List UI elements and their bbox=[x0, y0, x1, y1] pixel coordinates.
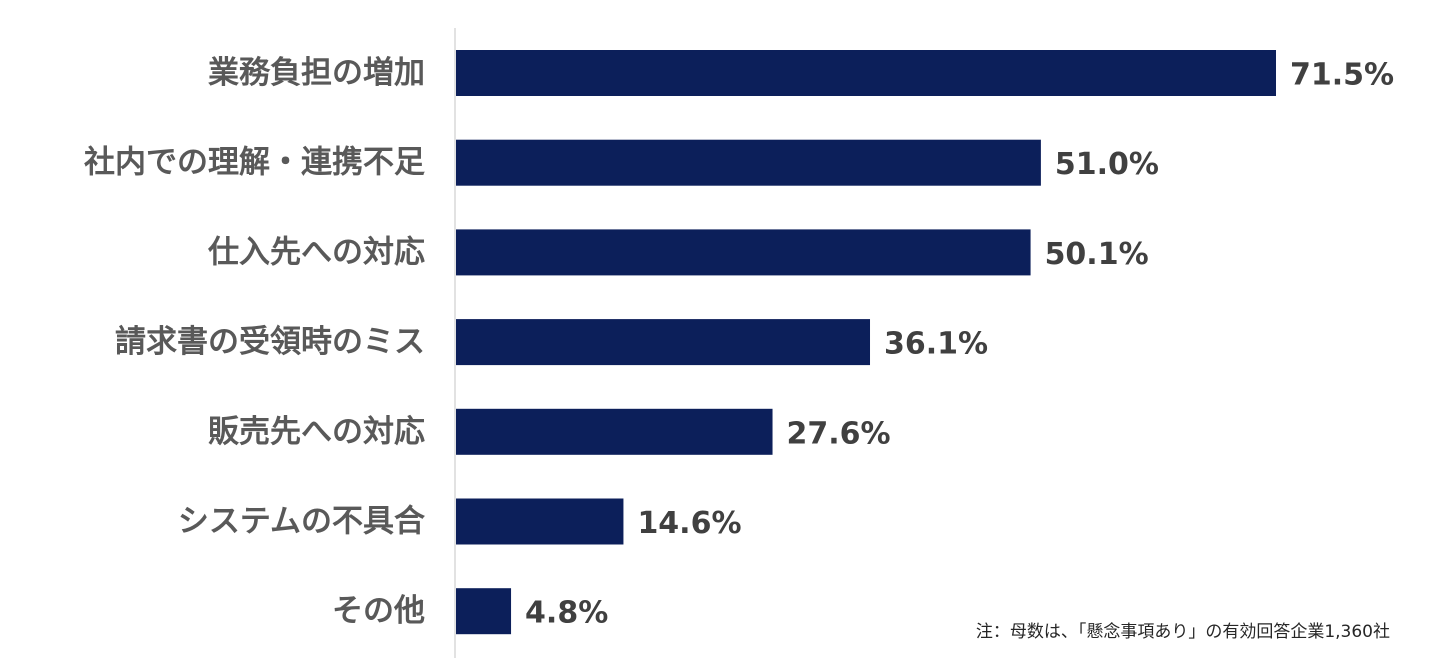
category-label-2: 社内での理解・連携不足 bbox=[84, 145, 425, 181]
bar-7 bbox=[456, 588, 512, 635]
category-label-4: 請求書の受領時のミス bbox=[115, 324, 425, 360]
category-label-7: その他 bbox=[332, 593, 425, 629]
chart-footnote: 注：母数は、「懸念事項あり」の有効回答企業1,360社 bbox=[975, 622, 1390, 642]
bar-1 bbox=[456, 50, 1276, 96]
value-label-5: 27.6% bbox=[787, 416, 891, 451]
value-label-4: 36.1% bbox=[884, 327, 988, 362]
value-label-3: 50.1% bbox=[1045, 237, 1149, 272]
category-label-1: 業務負担の増加 bbox=[208, 55, 425, 91]
bar-5 bbox=[456, 408, 773, 455]
bar-6 bbox=[456, 498, 624, 545]
category-label-5: 販売先への対応 bbox=[208, 414, 425, 450]
value-label-2: 51.0% bbox=[1055, 147, 1159, 182]
value-label-6: 14.6% bbox=[637, 506, 741, 541]
bar-2 bbox=[456, 139, 1041, 186]
category-label-3: 仕入先への対応 bbox=[208, 234, 425, 270]
bar-4 bbox=[456, 319, 871, 366]
value-label-7: 4.8% bbox=[525, 596, 608, 631]
value-label-1: 71.5% bbox=[1290, 58, 1394, 93]
bar-3 bbox=[456, 229, 1031, 276]
category-label-6: システムの不具合 bbox=[178, 504, 425, 540]
